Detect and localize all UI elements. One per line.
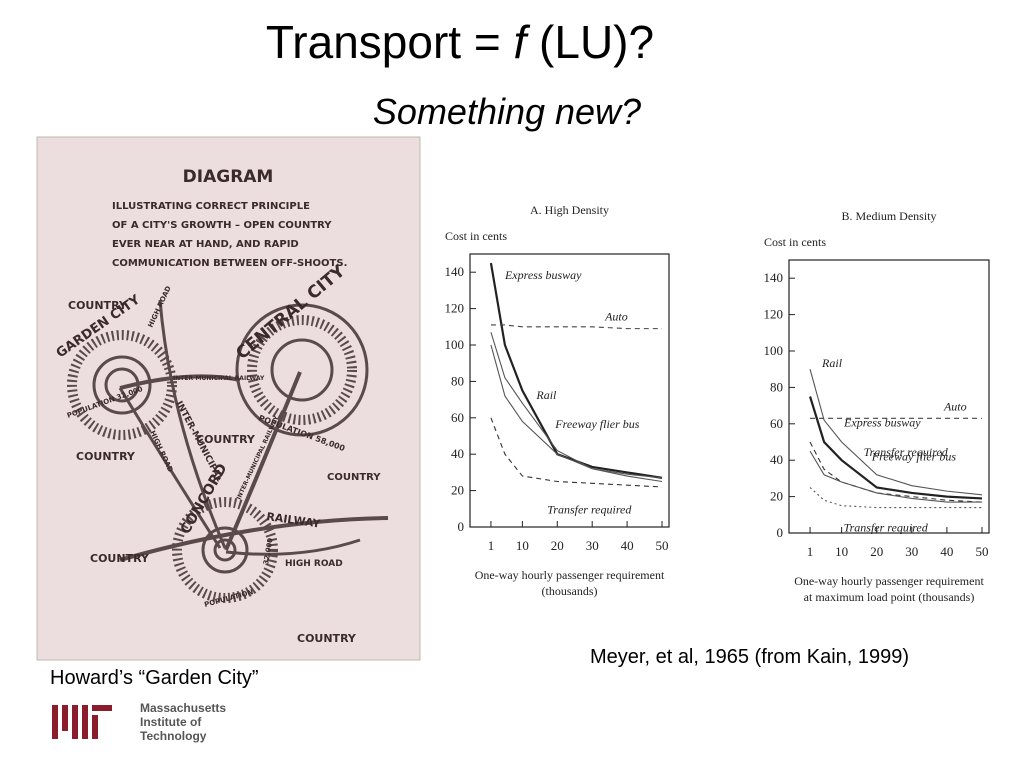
- diagram-caption: Howard’s “Garden City”: [50, 667, 259, 689]
- title-part: f: [513, 16, 530, 68]
- series-label: Express busway: [504, 268, 582, 282]
- series-line: [490, 332, 663, 483]
- series-label: Express busway: [843, 416, 921, 430]
- mit-logo: Massachusetts Institute of Technology: [52, 701, 226, 743]
- y-tick-label: 80: [770, 379, 783, 394]
- x-axis-label: One-way hourly passenger requirement: [794, 574, 984, 588]
- y-axis-label: Cost in cents: [445, 229, 507, 243]
- diagram-label: HIGH ROAD: [285, 559, 343, 569]
- logo-text: Massachusetts: [140, 701, 226, 715]
- diagram-description: OF A CITY'S GROWTH – OPEN COUNTRY: [112, 220, 332, 231]
- y-tick-label: 80: [451, 373, 464, 388]
- y-tick-label: 0: [777, 525, 784, 540]
- y-tick-label: 100: [764, 343, 784, 358]
- series-label: Auto: [943, 399, 967, 413]
- diagram-label: COUNTRY: [196, 433, 256, 446]
- diagram-description: EVER NEAR AT HAND, AND RAPID: [112, 239, 299, 250]
- x-tick-label: 40: [940, 544, 953, 559]
- x-tick-label: 50: [975, 544, 988, 559]
- y-tick-label: 120: [764, 307, 784, 322]
- x-axis-label: (thousands): [542, 584, 598, 598]
- x-tick-label: 20: [870, 544, 883, 559]
- series-line: [490, 344, 663, 479]
- title-part: Transport =: [266, 16, 514, 68]
- y-tick-label: 20: [451, 483, 464, 498]
- y-tick-label: 60: [451, 410, 464, 425]
- x-axis-label: at maximum load point (thousands): [804, 590, 975, 604]
- series-line: [489, 262, 663, 479]
- series-label: Freeway flier bus: [554, 417, 640, 431]
- y-tick-label: 140: [764, 270, 784, 285]
- y-axis-label: Cost in cents: [764, 235, 826, 249]
- diagram-label: COUNTRY: [68, 299, 128, 312]
- line-chart: B. Medium Density Cost in cents One-way ho…: [764, 209, 990, 604]
- slide-subtitle: Something new?: [373, 91, 641, 132]
- series-label: Transfer required: [547, 503, 632, 517]
- source-note: Meyer, et al, 1965 (from Kain, 1999): [590, 646, 909, 668]
- series-line: [809, 441, 983, 503]
- series-label: Transfer required: [844, 521, 929, 535]
- x-tick-label: 1: [488, 538, 495, 553]
- series-label: Rail: [821, 356, 843, 370]
- diagram-description: COMMUNICATION BETWEEN OFF-SHOOTS.: [112, 258, 347, 269]
- diagram-heading: DIAGRAM: [183, 167, 274, 187]
- y-tick-label: 20: [770, 489, 783, 504]
- y-tick-label: 40: [451, 446, 464, 461]
- y-tick-label: 60: [770, 416, 783, 431]
- series-line: [809, 450, 982, 503]
- series-label: Rail: [535, 388, 557, 402]
- title-part: (LU)?: [526, 16, 654, 68]
- series-label: Transfer required: [864, 445, 949, 459]
- diagram-label: INTER-MUNICIPAL RAILWAY: [173, 375, 265, 382]
- series-line: [490, 324, 663, 330]
- y-tick-label: 140: [445, 264, 465, 279]
- diagram-description: ILLUSTRATING CORRECT PRINCIPLE: [112, 201, 310, 212]
- y-tick-label: 100: [445, 337, 465, 352]
- x-tick-label: 20: [551, 538, 564, 553]
- x-tick-label: 30: [586, 538, 599, 553]
- x-tick-label: 1: [807, 544, 814, 559]
- series-line: [809, 396, 983, 500]
- diagram-label: COUNTRY: [297, 632, 357, 645]
- diagram-label: COUNTRY: [76, 450, 136, 463]
- plot-frame: [788, 259, 990, 534]
- series-label: Freeway flier bus: [871, 449, 957, 463]
- series-line: [809, 369, 983, 496]
- slide-title: Transport = f (LU)?: [266, 16, 654, 68]
- chart-title: B. Medium Density: [842, 209, 937, 223]
- mit-symbol: [52, 705, 112, 739]
- series-label: Auto: [604, 310, 628, 324]
- chart-title: A. High Density: [530, 203, 609, 217]
- y-tick-label: 0: [458, 519, 465, 534]
- x-axis-label: One-way hourly passenger requirement: [475, 568, 665, 582]
- y-tick-label: 40: [770, 452, 783, 467]
- x-tick-label: 40: [621, 538, 634, 553]
- plot-frame: [469, 253, 670, 528]
- diagram-drawing: [67, 299, 389, 603]
- diagram-label: COUNTRY: [90, 552, 150, 565]
- logo-text: Technology: [140, 729, 207, 743]
- x-tick-label: 30: [905, 544, 918, 559]
- line-chart: A. High Density Cost in cents One-way hour…: [445, 203, 670, 598]
- x-tick-label: 10: [516, 538, 529, 553]
- y-tick-label: 120: [445, 301, 465, 316]
- series-line: [490, 417, 663, 488]
- diagram-label: COUNTRY: [327, 472, 381, 483]
- garden-city-diagram: DIAGRAM ILLUSTRATING CORRECT PRINCIPLE O…: [36, 136, 421, 661]
- diagram-background: [36, 136, 421, 661]
- x-tick-label: 10: [835, 544, 848, 559]
- logo-text: Institute of: [140, 715, 202, 729]
- x-tick-label: 50: [656, 538, 669, 553]
